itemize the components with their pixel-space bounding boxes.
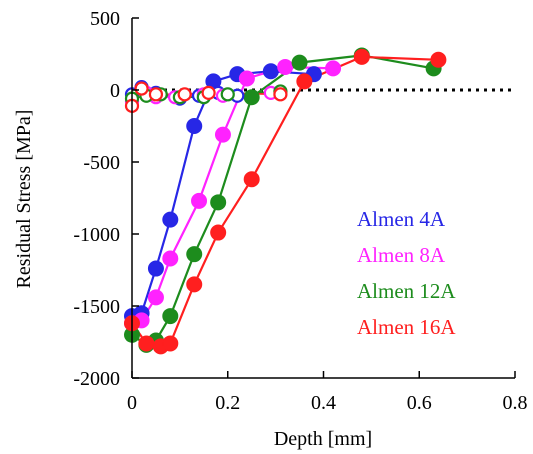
x-tick-label: 0.8 — [503, 392, 528, 414]
data-point-almen-12a-4 — [186, 246, 203, 263]
series-line-almen-8a — [131, 65, 334, 325]
data-point-almen-16a-1 — [138, 335, 155, 352]
axes-layer: 0 0.2 0.4 0.6 0.8 -2000 -1500 -1000 -500 0 500 — [73, 8, 527, 414]
data-point-almen-16a-surface-1 — [134, 81, 149, 96]
data-point-almen-16a-surface-4 — [201, 85, 216, 100]
data-point-almen-4a-7 — [262, 63, 279, 80]
y-tick-label: -1000 — [73, 224, 120, 246]
legend: Almen 4A Almen 8A Almen 12A Almen 16A — [357, 207, 456, 339]
data-point-almen-12a-3 — [162, 308, 179, 325]
data-point-almen-16a-surface-3 — [177, 87, 192, 102]
data-point-almen-16a-surface-5 — [273, 87, 288, 102]
data-point-almen-12a-5 — [210, 194, 227, 211]
data-point-almen-8a-8 — [325, 60, 342, 77]
data-point-almen-8a-5 — [214, 126, 231, 143]
y-tick-label: -2000 — [73, 368, 120, 390]
x-tick-label: 0.4 — [311, 392, 336, 414]
y-tick-label: 0 — [110, 80, 120, 102]
y-tick-label: -500 — [83, 152, 120, 174]
series-line-almen-4a — [131, 70, 314, 318]
x-tick-label: 0 — [127, 392, 137, 414]
data-point-almen-16a-4 — [186, 276, 203, 293]
legend-entry-almen-8a: Almen 8A — [357, 243, 446, 267]
legend-entry-almen-16a: Almen 16A — [357, 315, 456, 339]
plot-layer — [124, 47, 515, 355]
data-point-almen-4a-2 — [147, 260, 164, 277]
data-point-almen-8a-4 — [191, 192, 208, 209]
data-point-almen-16a-6 — [243, 171, 260, 188]
x-tick-label: 0.6 — [407, 392, 432, 414]
data-point-almen-4a-4 — [186, 118, 203, 134]
data-point-almen-16a-7 — [296, 73, 313, 90]
x-tick-label: 0.2 — [215, 392, 240, 414]
data-point-almen-16a-5 — [210, 224, 227, 241]
data-point-almen-16a-surface-2 — [148, 87, 164, 102]
data-point-almen-16a-9 — [430, 51, 447, 68]
data-point-almen-8a-7 — [277, 58, 294, 75]
data-point-almen-12a-7 — [291, 54, 308, 71]
y-tick-label: 500 — [90, 8, 120, 30]
data-point-almen-8a-3 — [162, 250, 179, 267]
data-point-almen-4a-3 — [162, 211, 179, 228]
data-point-almen-8a-2 — [147, 289, 164, 306]
legend-entry-almen-4a: Almen 4A — [357, 207, 446, 231]
data-point-almen-12a-6 — [243, 89, 260, 106]
legend-entry-almen-12a: Almen 12A — [357, 279, 456, 303]
data-point-almen-16a-3 — [162, 335, 179, 352]
y-tick-label: -1500 — [73, 296, 120, 318]
data-point-almen-12a-surface-5 — [220, 87, 235, 102]
y-axis-title: Residual Stress [MPa] — [13, 110, 35, 289]
x-axis-title: Depth [mm] — [274, 428, 372, 450]
data-point-almen-8a-6 — [238, 70, 255, 87]
data-point-almen-16a-8 — [353, 48, 370, 65]
